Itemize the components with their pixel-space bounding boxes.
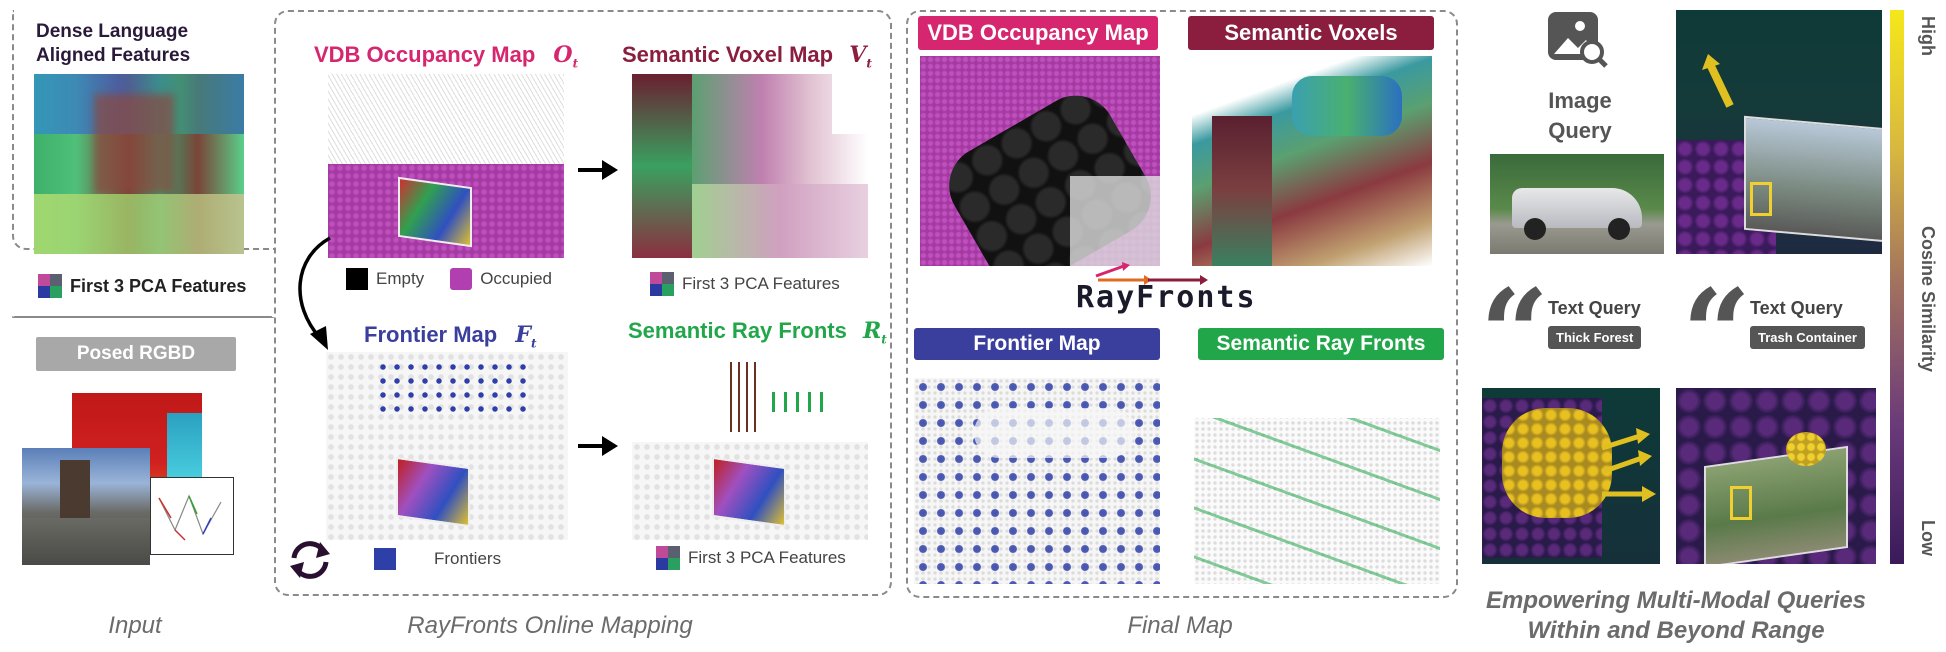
vdb-occupancy-title: VDB Occupancy Map Ot xyxy=(314,42,579,71)
arrow-right-icon xyxy=(578,160,618,180)
rayfronts-logo-icon xyxy=(1095,262,1208,285)
camera-frustums-icon xyxy=(158,494,222,541)
text-query-2-tag: Trash Container xyxy=(1750,326,1865,349)
direction-arrow-icon xyxy=(1702,54,1734,108)
rgb-image xyxy=(22,448,150,565)
refresh-cycle-icon xyxy=(290,541,330,579)
cosine-similarity-colorbar xyxy=(1890,10,1904,564)
input-caption: Input xyxy=(108,612,162,639)
text-query-1-label: Text Query xyxy=(1548,298,1641,318)
final-semantic-voxels-image xyxy=(1192,56,1432,266)
thick-forest-result xyxy=(1482,388,1660,564)
colorbar-mid-label: Cosine Similarity xyxy=(1918,226,1938,373)
curved-arrow-icon xyxy=(298,236,331,350)
voxel-pca-legend: First 3 PCA Features xyxy=(650,272,840,296)
dense-features-image xyxy=(34,74,244,254)
colorbar-high-label: High xyxy=(1918,16,1938,56)
pca-swatch-icon xyxy=(656,546,680,570)
direction-arrows-icon xyxy=(1601,428,1656,502)
final-frontier-label: Frontier Map xyxy=(914,328,1160,360)
semantic-voxel-title: Semantic Voxel Map Vt xyxy=(622,42,872,71)
text-query-1-tag: Thick Forest xyxy=(1548,326,1642,349)
vdb-occupancy-image xyxy=(328,74,564,258)
input-posed-rgbd-box xyxy=(12,316,274,318)
queries-caption: Empowering Multi-Modal Queries Within an… xyxy=(1485,587,1867,644)
pca-swatch-icon xyxy=(650,272,674,296)
final-map-box xyxy=(906,10,1458,598)
semantic-ray-fronts-image xyxy=(632,352,868,540)
frontier-map-title: Frontier Map Ft xyxy=(364,322,537,351)
empty-swatch-icon xyxy=(346,268,368,290)
frontiers-legend: Frontiers xyxy=(374,548,501,570)
text-query-2-label: Text Query xyxy=(1750,298,1843,318)
image-query-result xyxy=(1676,10,1882,254)
dense-pca-legend: First 3 PCA Features xyxy=(38,274,246,298)
final-ray-fronts-image xyxy=(1194,378,1440,584)
image-search-icon xyxy=(1548,12,1608,68)
semantic-voxel-image xyxy=(632,74,868,258)
trajectory-image xyxy=(150,477,234,555)
vdb-legend: Empty Occupied xyxy=(346,268,552,290)
ray-pca-legend: First 3 PCA Features xyxy=(656,546,846,570)
final-frontier-image xyxy=(914,378,1160,584)
frontier-swatch-icon xyxy=(374,548,396,570)
truck-query-image xyxy=(1490,154,1664,254)
rayfronts-logo-text: RayFronts xyxy=(1076,280,1257,315)
final-ray-fronts-label: Semantic Ray Fronts xyxy=(1198,328,1444,360)
colorbar-low-label: Low xyxy=(1918,520,1938,556)
pca-swatch-icon xyxy=(38,274,62,298)
trash-container-result xyxy=(1676,388,1876,564)
image-query-label: Image Query xyxy=(1548,88,1612,143)
final-map-caption: Final Map xyxy=(1127,612,1233,639)
semantic-ray-fronts-title: Semantic Ray Fronts Rt xyxy=(628,318,887,347)
final-semantic-voxels-label: Semantic Voxels xyxy=(1188,16,1434,50)
occupied-swatch-icon xyxy=(450,268,473,290)
online-mapping-box xyxy=(274,10,892,596)
frontier-map-image xyxy=(326,352,568,540)
quote-icon: “ xyxy=(1682,263,1752,404)
arrow-right-icon xyxy=(578,436,618,456)
posed-rgbd-label: Posed RGBD xyxy=(36,337,236,371)
dense-features-title: Dense Language Aligned Features xyxy=(36,21,191,66)
online-mapping-caption: RayFronts Online Mapping xyxy=(407,612,693,639)
final-vdb-label: VDB Occupancy Map xyxy=(918,16,1158,50)
quote-icon: “ xyxy=(1480,263,1550,404)
final-vdb-image xyxy=(920,56,1160,266)
